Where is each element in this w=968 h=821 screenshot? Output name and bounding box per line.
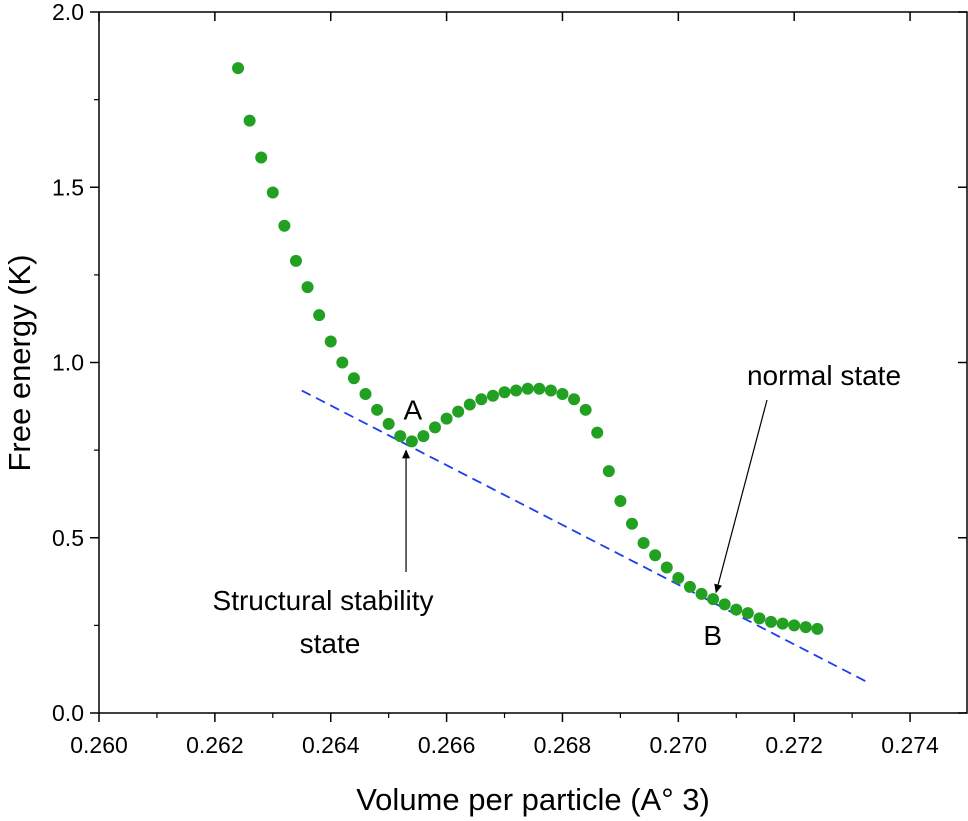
normal-arrow <box>714 399 768 594</box>
label-b: B <box>703 620 722 651</box>
data-point <box>544 384 557 397</box>
data-point <box>289 254 302 267</box>
y-axis-ticks <box>90 11 967 714</box>
y-axis-title: Free energy (K) <box>2 254 37 471</box>
data-point <box>405 435 418 448</box>
data-point <box>591 426 604 439</box>
data-point <box>625 517 638 530</box>
data-point <box>382 417 395 430</box>
data-point <box>718 598 731 611</box>
x-tick-label: 0.262 <box>186 732 244 758</box>
x-tick-label: 0.266 <box>418 732 476 758</box>
data-points <box>232 62 824 635</box>
data-point <box>556 388 569 401</box>
y-axis-tick-labels: 0.0 0.5 1.0 1.5 2.0 <box>52 0 84 726</box>
data-point <box>429 421 442 434</box>
stability-label-line2: state <box>300 628 361 659</box>
data-point <box>788 619 801 632</box>
data-point <box>660 561 673 574</box>
data-point <box>313 309 326 322</box>
y-tick-label: 2.0 <box>52 0 84 25</box>
data-point <box>765 615 778 628</box>
data-point <box>753 612 766 625</box>
data-point <box>672 572 685 585</box>
y-tick-label: 0.5 <box>52 525 84 551</box>
x-tick-label: 0.264 <box>302 732 360 758</box>
data-point <box>232 62 245 75</box>
data-point <box>707 593 720 606</box>
x-tick-label: 0.270 <box>650 732 708 758</box>
data-point <box>776 617 789 630</box>
data-point <box>811 622 824 635</box>
data-point <box>278 219 291 232</box>
stability-label: Structural stability <box>213 585 434 616</box>
data-point <box>683 580 696 593</box>
data-point <box>614 494 627 507</box>
tangent-line-group <box>301 389 870 685</box>
x-tick-label: 0.260 <box>70 732 128 758</box>
data-point <box>371 403 384 416</box>
label-a: A <box>403 394 422 425</box>
tangent-line <box>301 389 870 685</box>
data-point <box>568 393 581 406</box>
data-point <box>602 465 615 478</box>
data-point <box>730 603 743 616</box>
data-point <box>741 607 754 620</box>
data-point <box>394 430 407 443</box>
x-tick-label: 0.268 <box>534 732 592 758</box>
data-point <box>463 398 476 411</box>
y-tick-label: 1.5 <box>52 174 84 200</box>
data-point <box>579 403 592 416</box>
x-axis-title: Volume per particle (A° 3) <box>356 782 710 817</box>
x-axis-tick-labels: 0.260 0.262 0.264 0.266 0.268 0.270 0.272 0.274 <box>70 732 939 758</box>
data-point <box>243 114 256 127</box>
data-point <box>255 151 268 164</box>
data-point <box>417 430 430 443</box>
x-tick-label: 0.274 <box>881 732 939 758</box>
data-point <box>347 372 360 385</box>
annotations: A B Structural stability state normal state <box>213 360 902 659</box>
data-point <box>266 186 279 199</box>
data-point <box>452 405 465 418</box>
data-point <box>475 393 488 406</box>
data-point <box>510 384 523 397</box>
x-axis-ticks <box>98 12 911 722</box>
data-point <box>649 549 662 562</box>
y-tick-label: 0.0 <box>52 700 84 726</box>
data-point <box>440 412 453 425</box>
data-point <box>324 335 337 348</box>
data-point <box>486 389 499 402</box>
normal-label: normal state <box>747 360 901 391</box>
x-tick-label: 0.272 <box>765 732 823 758</box>
data-point <box>695 587 708 600</box>
y-tick-label: 1.0 <box>52 350 84 376</box>
data-point <box>637 537 650 550</box>
data-point <box>336 356 349 369</box>
data-point <box>498 386 511 399</box>
data-point <box>359 388 372 401</box>
data-point <box>799 621 812 634</box>
data-point <box>301 281 314 294</box>
data-point <box>533 382 546 395</box>
data-point <box>521 382 534 395</box>
